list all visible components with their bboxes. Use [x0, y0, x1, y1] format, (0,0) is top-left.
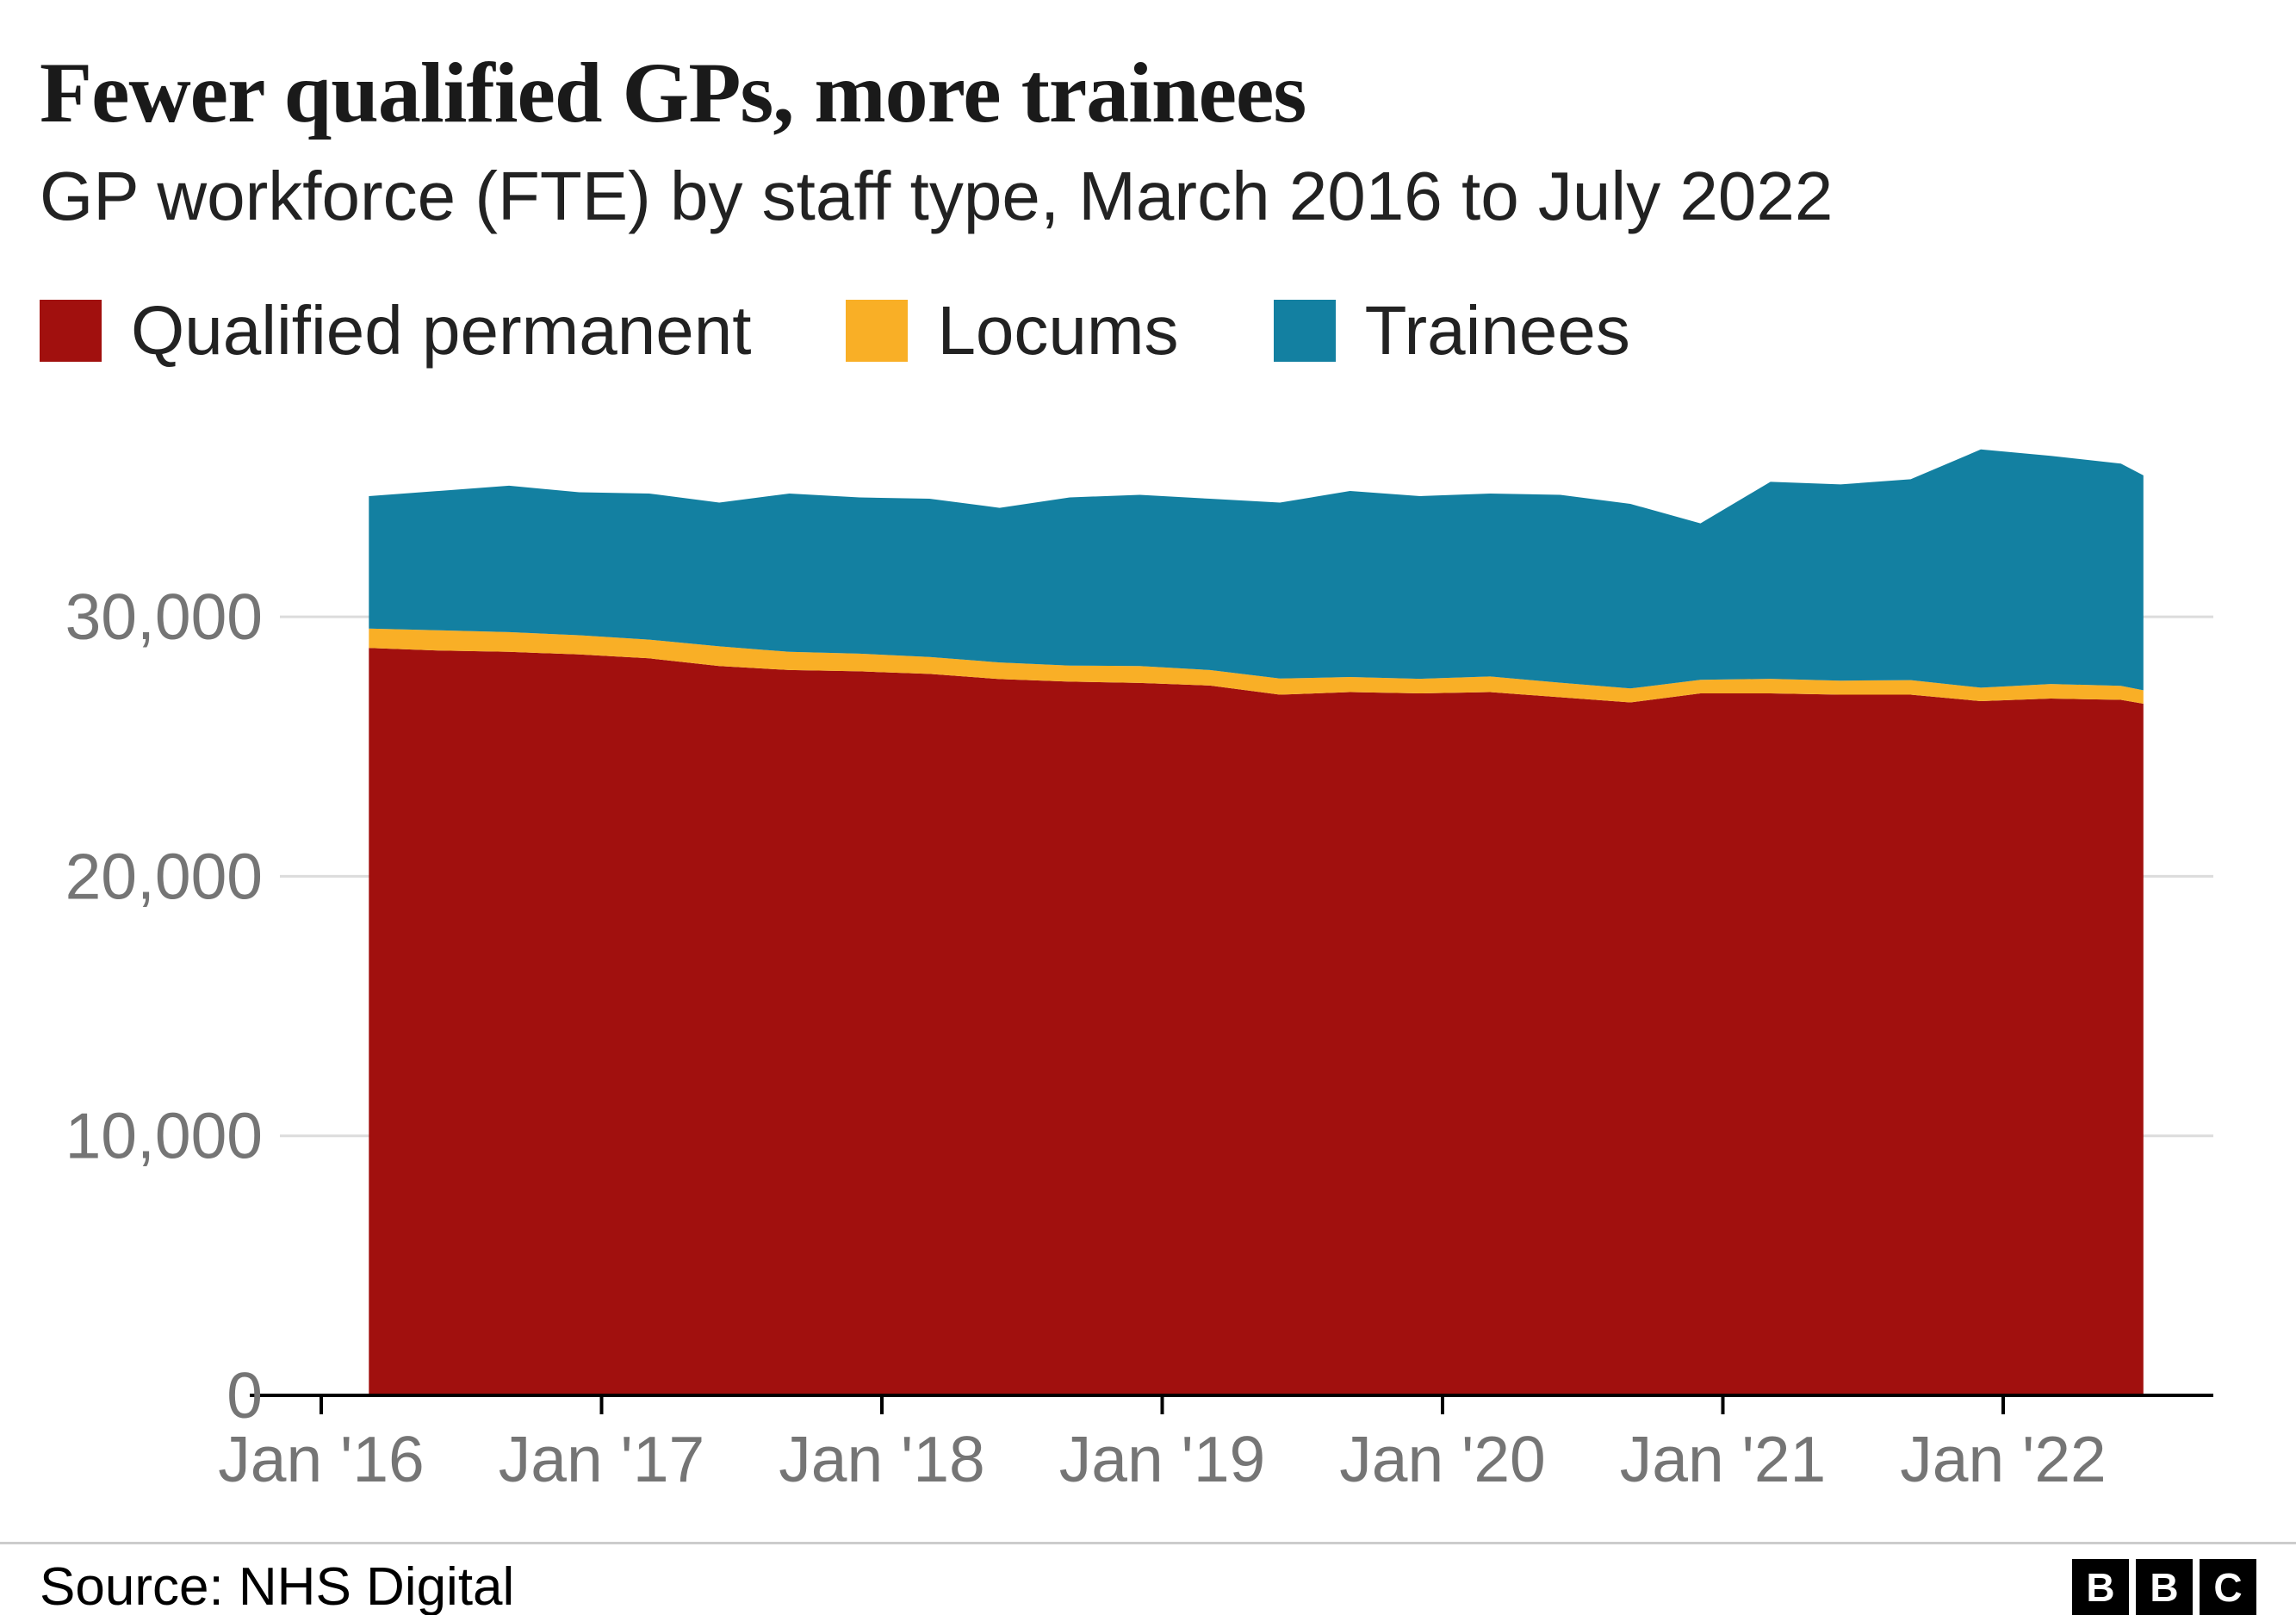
legend-label-locums: Locums: [937, 292, 1179, 369]
y-tick-label: 20,000: [65, 840, 263, 912]
legend-swatch-locums: [846, 300, 909, 362]
legend-item-trainees: Trainees: [1273, 291, 1630, 370]
x-tick-label: Jan '22: [1900, 1423, 2107, 1495]
y-tick-label: 30,000: [65, 581, 263, 653]
y-tick-label: 10,000: [65, 1100, 263, 1172]
chart-title: Fewer qualified GPs, more trainees: [40, 45, 1306, 140]
x-tick-label: Jan '17: [499, 1423, 705, 1495]
x-tick-label: Jan '18: [779, 1423, 985, 1495]
legend-label-qualified-permanent: Qualified permanent: [131, 292, 752, 369]
bbc-logo-letter: B: [2072, 1558, 2129, 1615]
area-trainees: [369, 449, 2144, 691]
area-qualified-permanent: [369, 648, 2144, 1395]
x-tick-label: Jan '19: [1059, 1423, 1266, 1495]
x-tick-label: Jan '20: [1339, 1423, 1546, 1495]
chart-subtitle: GP workforce (FTE) by staff type, March …: [40, 158, 1834, 234]
legend: Qualified permanent Locums Trainees: [40, 291, 2256, 370]
bbc-logo: B B C: [2072, 1558, 2256, 1615]
legend-swatch-trainees: [1273, 300, 1336, 362]
footer: Source: NHS Digital B B C: [0, 1542, 2296, 1615]
bbc-logo-letter: C: [2200, 1558, 2256, 1615]
x-tick-label: Jan '21: [1620, 1423, 1827, 1495]
legend-item-qualified-permanent: Qualified permanent: [40, 291, 751, 370]
bbc-logo-letter: B: [2136, 1558, 2193, 1615]
legend-swatch-qualified-permanent: [40, 300, 102, 362]
y-tick-label: 0: [226, 1359, 263, 1432]
legend-item-locums: Locums: [846, 291, 1179, 370]
area-locums: [369, 628, 2144, 704]
gp-workforce-stacked-area-chart: Jan '16 Jan '17 Jan '18 Jan '19 Jan '20 Jan '…: [65, 449, 2213, 1495]
legend-label-trainees: Trainees: [1364, 292, 1630, 369]
source-credit: Source: NHS Digital: [40, 1557, 515, 1615]
x-tick-label: Jan '16: [218, 1423, 425, 1495]
